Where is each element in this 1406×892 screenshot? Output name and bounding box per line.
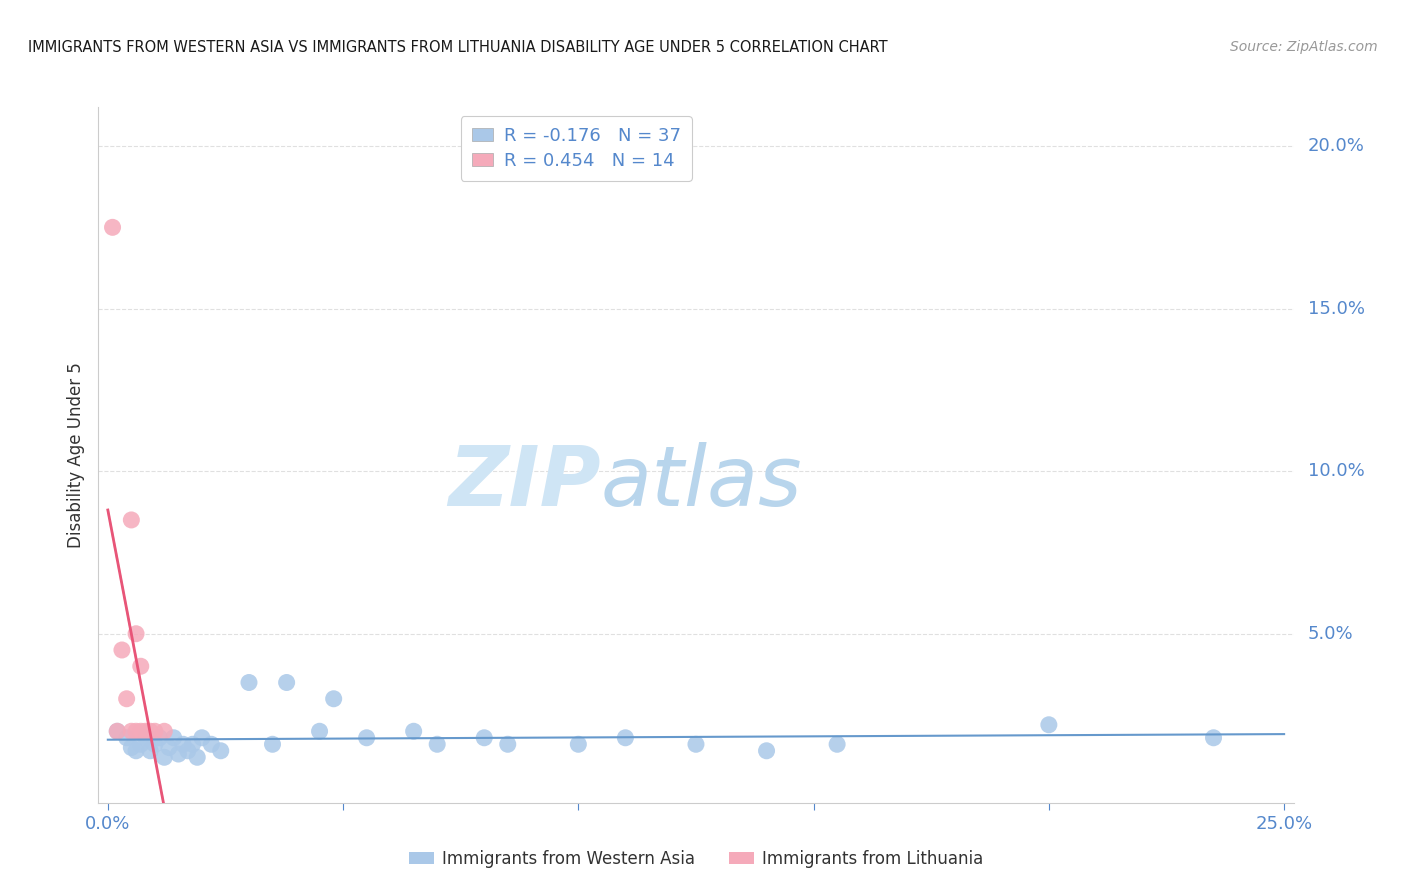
- Point: [356, 731, 378, 745]
- Text: 5.0%: 5.0%: [1308, 624, 1353, 643]
- Point: [1038, 718, 1060, 732]
- Point: [125, 724, 148, 739]
- Point: [134, 731, 156, 745]
- Point: [614, 731, 637, 745]
- Point: [567, 737, 589, 751]
- Point: [209, 744, 232, 758]
- Point: [101, 220, 124, 235]
- Point: [125, 744, 148, 758]
- Point: [322, 691, 344, 706]
- Point: [129, 659, 152, 673]
- Point: [496, 737, 519, 751]
- Point: [153, 724, 176, 739]
- Point: [186, 750, 208, 764]
- Point: [105, 724, 128, 739]
- Point: [1202, 731, 1225, 745]
- Point: [262, 737, 284, 751]
- Point: [167, 747, 190, 761]
- Point: [472, 731, 495, 745]
- Point: [402, 724, 425, 739]
- Point: [120, 724, 142, 739]
- Text: Source: ZipAtlas.com: Source: ZipAtlas.com: [1230, 40, 1378, 54]
- Point: [177, 744, 200, 758]
- Legend: Immigrants from Western Asia, Immigrants from Lithuania: Immigrants from Western Asia, Immigrants…: [402, 843, 990, 874]
- Text: 10.0%: 10.0%: [1308, 462, 1364, 480]
- Point: [105, 724, 128, 739]
- Point: [120, 513, 142, 527]
- Point: [157, 740, 180, 755]
- Point: [125, 626, 148, 640]
- Point: [120, 740, 142, 755]
- Text: atlas: atlas: [600, 442, 801, 524]
- Point: [143, 737, 166, 751]
- Point: [238, 675, 260, 690]
- Point: [153, 750, 176, 764]
- Text: 15.0%: 15.0%: [1308, 300, 1365, 318]
- Point: [181, 737, 204, 751]
- Point: [685, 737, 707, 751]
- Point: [115, 691, 138, 706]
- Point: [129, 724, 152, 739]
- Point: [191, 731, 214, 745]
- Point: [276, 675, 298, 690]
- Point: [308, 724, 330, 739]
- Y-axis label: Disability Age Under 5: Disability Age Under 5: [66, 362, 84, 548]
- Point: [129, 737, 152, 751]
- Point: [115, 731, 138, 745]
- Text: IMMIGRANTS FROM WESTERN ASIA VS IMMIGRANTS FROM LITHUANIA DISABILITY AGE UNDER 5: IMMIGRANTS FROM WESTERN ASIA VS IMMIGRAN…: [28, 40, 887, 55]
- Text: 20.0%: 20.0%: [1308, 137, 1364, 155]
- Point: [426, 737, 449, 751]
- Point: [755, 744, 778, 758]
- Point: [200, 737, 222, 751]
- Text: ZIP: ZIP: [447, 442, 600, 524]
- Point: [163, 731, 186, 745]
- Point: [134, 724, 156, 739]
- Point: [139, 744, 162, 758]
- Point: [149, 731, 172, 745]
- Point: [825, 737, 848, 751]
- Point: [111, 643, 134, 657]
- Point: [172, 737, 194, 751]
- Point: [139, 724, 162, 739]
- Point: [143, 724, 166, 739]
